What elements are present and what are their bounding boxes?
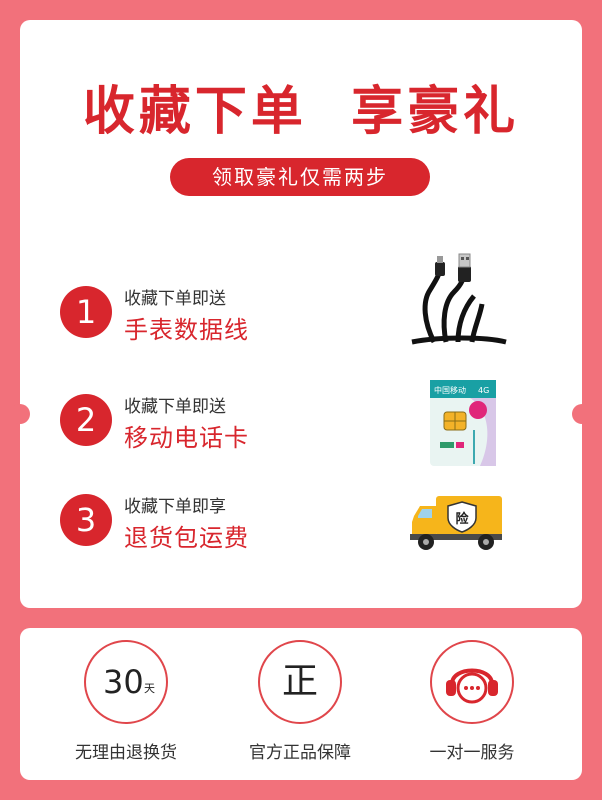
step-number-3: 3 [60, 494, 112, 546]
truck-shield-label: 险 [455, 511, 469, 527]
guarantee-label-returns: 无理由退换货 [75, 743, 177, 763]
step-number-2: 2 [60, 394, 112, 446]
sim-card-icon: 中国移动 4G [430, 380, 496, 466]
guarantee-label-authentic: 官方正品保障 [249, 743, 351, 763]
30-days-icon: 30 天 [84, 640, 168, 724]
sim-card-network: 4G [478, 386, 489, 395]
card-notch-right [572, 404, 592, 424]
badge-30-unit: 天 [144, 682, 155, 695]
step-row-2: 2 收藏下单即送 移动电话卡 [60, 392, 540, 452]
guarantee-label-service: 一对一服务 [429, 743, 515, 763]
headline: 收藏下单 享豪礼 [82, 82, 520, 142]
badge-authentic-mark: 正 [281, 661, 318, 702]
step-action-3: 收藏下单即享 [124, 497, 226, 517]
step-gift-1: 手表数据线 [124, 316, 249, 344]
step-gift-3: 退货包运费 [124, 524, 249, 552]
card-notch-left [10, 404, 30, 424]
badge-30-number: 30 [103, 663, 144, 701]
delivery-truck-icon: 险 [410, 496, 502, 550]
step-gift-2: 移动电话卡 [124, 424, 249, 452]
subtitle-pill: 领取豪礼仅需两步 [170, 158, 430, 196]
step-action-2: 收藏下单即送 [124, 397, 226, 417]
sim-card-brand: 中国移动 [434, 385, 466, 395]
step-action-1: 收藏下单即送 [124, 289, 226, 309]
step-row-3: 3 收藏下单即享 退货包运费 [60, 492, 540, 552]
step-row-1: 1 收藏下单即送 手表数据线 [60, 284, 540, 344]
usb-cable-icon [411, 253, 507, 345]
step-number-1: 1 [60, 286, 112, 338]
authentic-icon: 正 [258, 640, 342, 724]
customer-service-icon [430, 640, 514, 724]
headset-icon [446, 668, 498, 704]
